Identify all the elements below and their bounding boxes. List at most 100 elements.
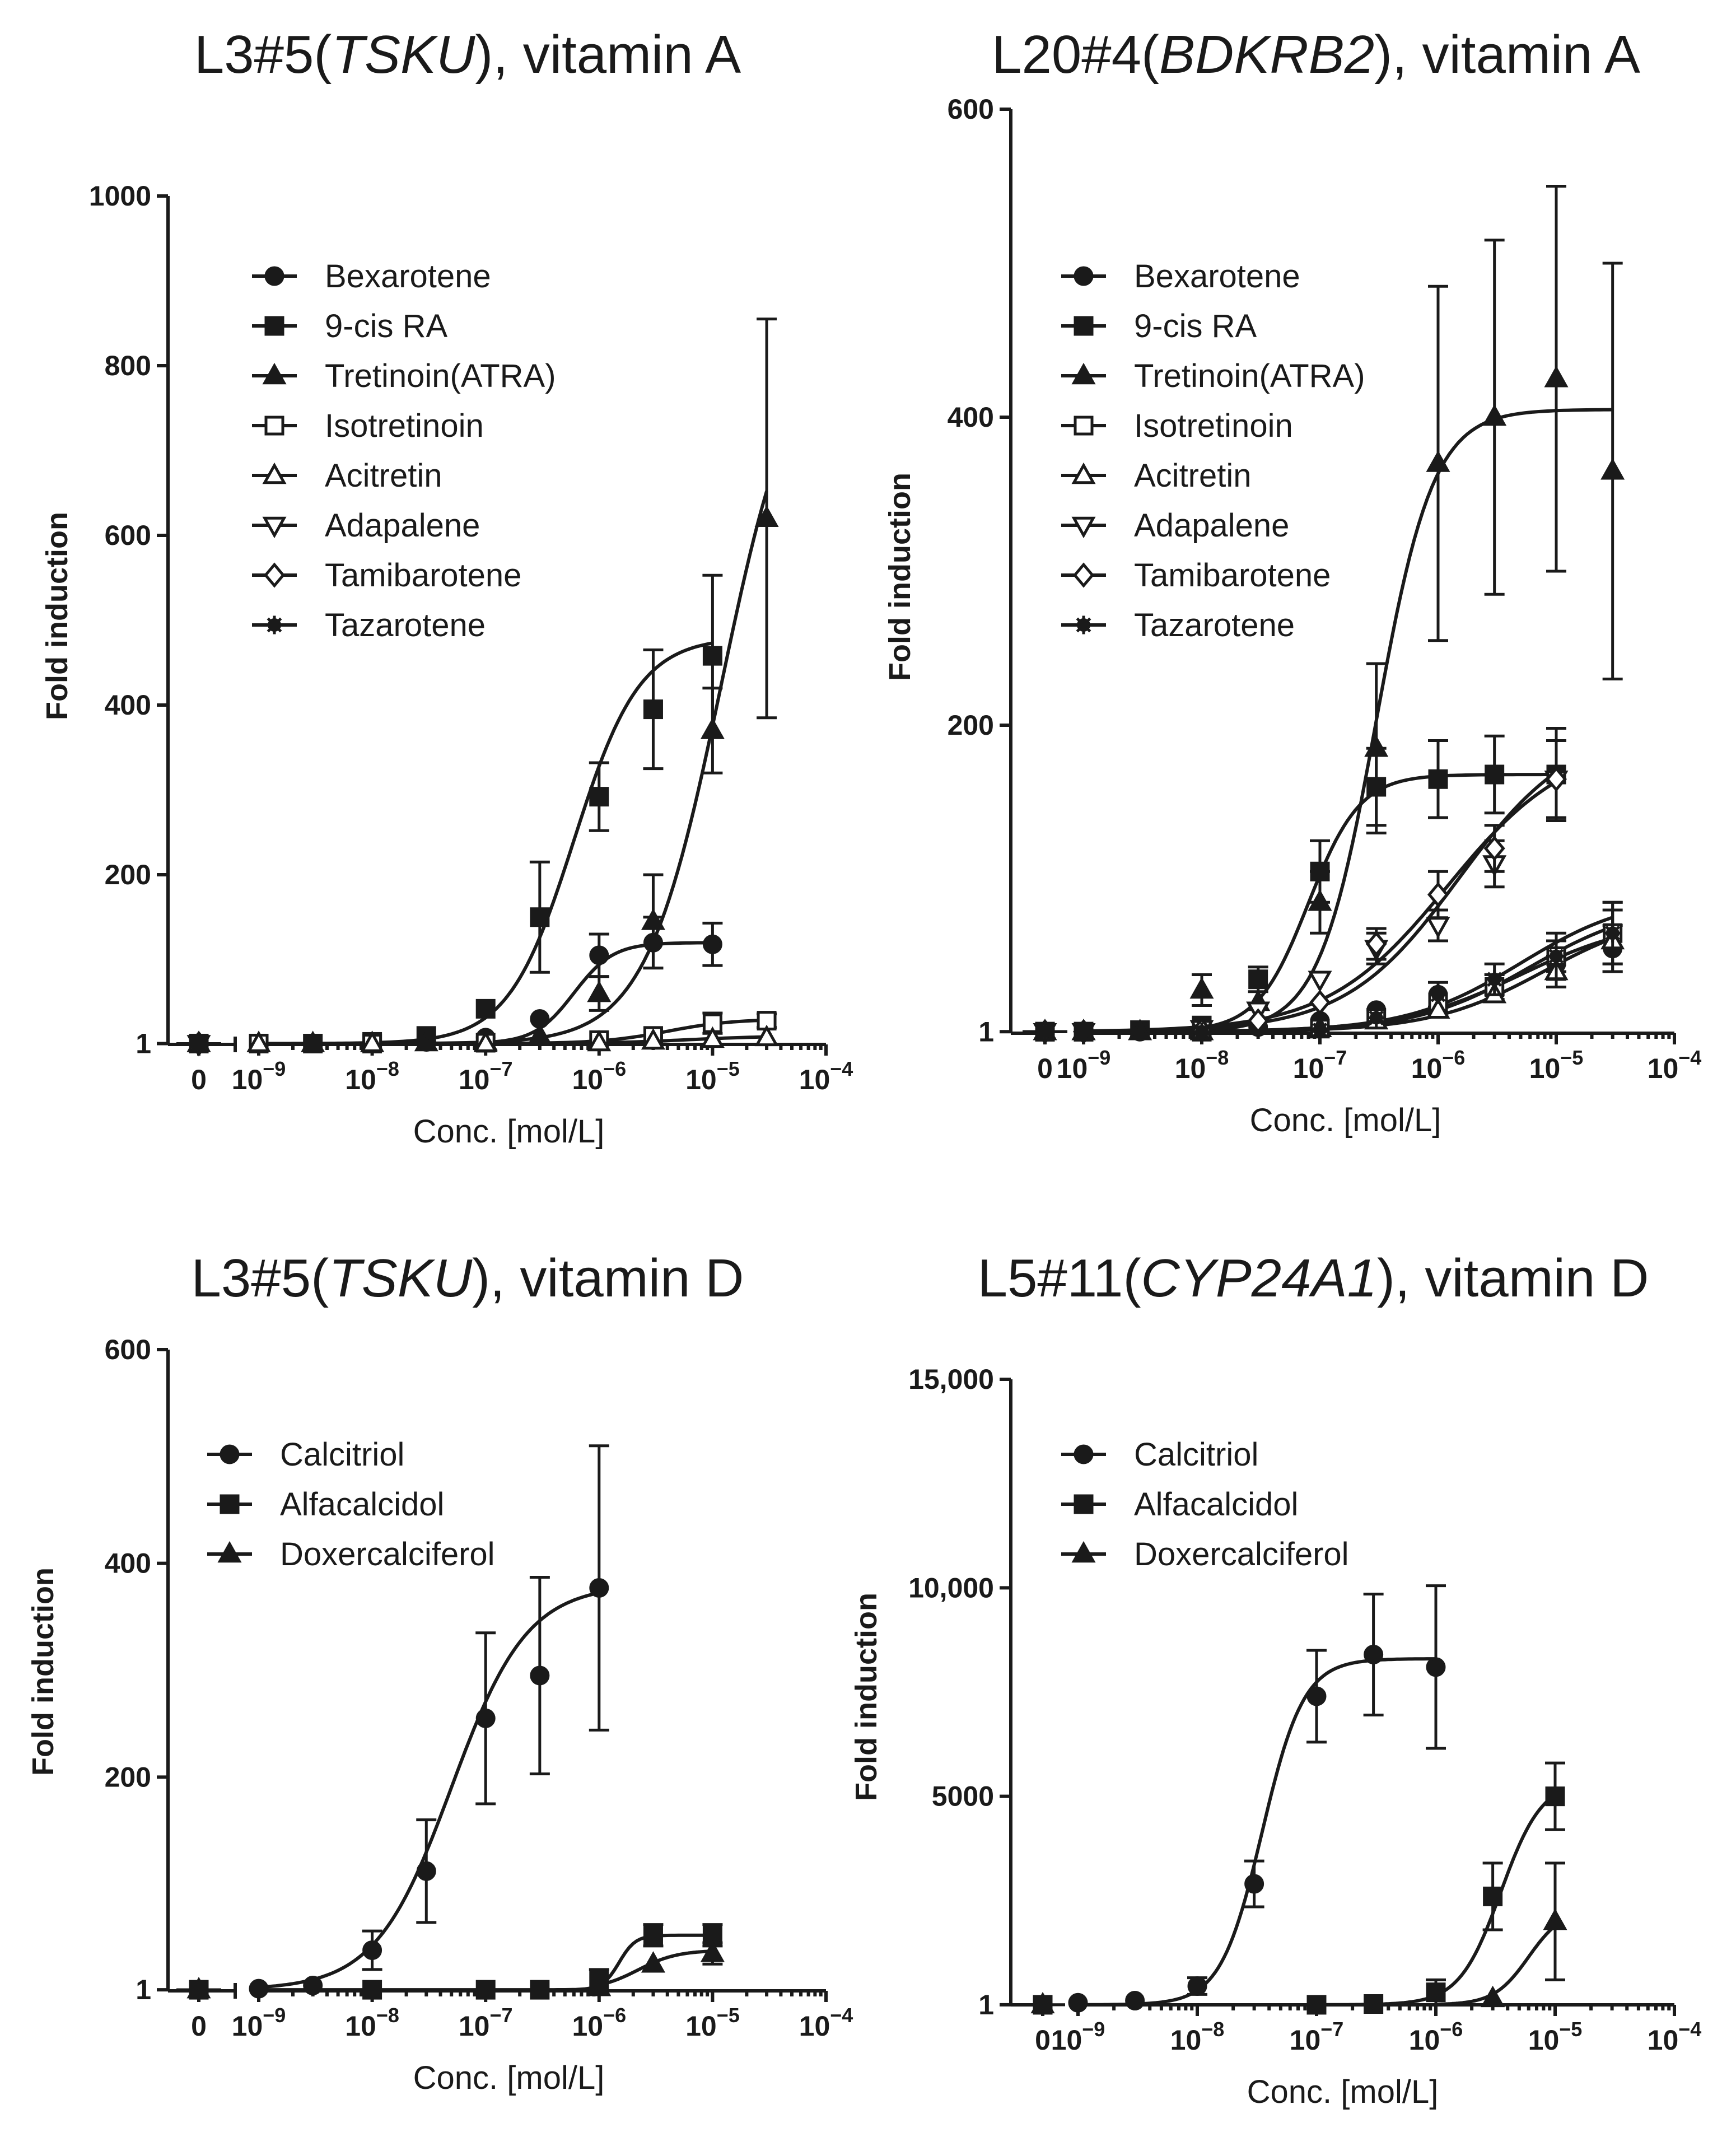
legend-marker	[1071, 516, 1096, 539]
legend-label: Adapalene	[325, 507, 480, 544]
legend-marker	[262, 462, 287, 484]
data-point	[1545, 1786, 1565, 1807]
star-ray	[191, 1036, 207, 1051]
tick-base: 10	[685, 2010, 717, 2042]
data-point	[528, 1023, 552, 1045]
data-point	[530, 907, 550, 927]
legend-label: 9-cis RA	[325, 308, 447, 344]
y-tick-label: 600	[105, 1334, 151, 1365]
data-point	[414, 1029, 438, 1052]
legend-entry-bexarotene: Bexarotene	[252, 258, 491, 295]
data-point	[1600, 458, 1625, 480]
y-axis-label: Fold induction	[850, 1593, 883, 1801]
data-point	[1128, 1019, 1152, 1040]
legend-entry-alfacalcidol: Alfacalcidol	[207, 1486, 444, 1523]
legend-marker	[1074, 615, 1093, 634]
tick-exponent: −8	[1201, 2018, 1224, 2041]
data-point	[1603, 923, 1622, 942]
title-part: L3#5(	[194, 25, 332, 85]
tick-base: 10	[572, 1064, 603, 1095]
data-point	[301, 1030, 325, 1052]
data-point	[587, 980, 612, 1002]
y-axis-label: Fold induction	[883, 473, 917, 681]
x-tick-label: 10−7	[1293, 1046, 1347, 1084]
tick-base: 10	[685, 1064, 717, 1095]
data-point	[641, 1951, 665, 1973]
tick-base: 10	[1411, 1053, 1443, 1084]
tick-exponent: −9	[1082, 2018, 1105, 2041]
data-point	[1483, 1886, 1503, 1906]
data-point	[643, 699, 663, 720]
star-ray	[1430, 987, 1446, 1002]
data-point	[1543, 1908, 1567, 1930]
data-point	[1248, 969, 1268, 990]
tick-exponent: −4	[830, 2004, 853, 2027]
legend: Calcitriol Alfacalcidol Doxercalciferol	[207, 1436, 495, 1573]
data-point	[1365, 931, 1387, 957]
x-tick-label: 10−9	[232, 2004, 286, 2042]
legend-entry-tretinoin-atra: Tretinoin(ATRA)	[1061, 358, 1365, 394]
legend-entry-tamibarotene: Tamibarotene	[1061, 557, 1331, 594]
tick-exponent: −6	[603, 2004, 626, 2027]
legend-marker	[1074, 1444, 1094, 1464]
y-tick-label: 800	[105, 350, 151, 381]
legend-label: Alfacalcidol	[280, 1486, 444, 1523]
legend-label: Tazarotene	[325, 607, 486, 643]
tick-base: 10	[572, 2010, 603, 2042]
data-point	[702, 934, 722, 954]
data-point	[475, 1708, 496, 1728]
legend-entry-tazarotene: Tazarotene	[1061, 607, 1295, 643]
chart-title: L20#4(BDKRB2), vitamin A	[992, 25, 1640, 85]
tick-base: 10	[1529, 1053, 1561, 1084]
tick-base: 10	[799, 2010, 830, 2042]
x-axis-label: Conc. [mol/L]	[1247, 2074, 1439, 2110]
legend-label: Tretinoin(ATRA)	[1134, 358, 1365, 394]
data-point	[1545, 766, 1567, 792]
data-point	[1364, 1994, 1384, 2014]
x-axis-label: Conc. [mol/L]	[413, 1113, 605, 1150]
tick-exponent: −8	[376, 1057, 399, 1080]
control-point	[189, 1034, 208, 1053]
star-ray	[1487, 972, 1502, 987]
tick-base: 10	[345, 1064, 376, 1095]
data-point	[416, 1861, 436, 1881]
tick-exponent: −5	[1559, 2018, 1582, 2041]
y-tick-label: 600	[948, 94, 994, 125]
chart-panel-tsku-vitamin-d: L3#5(TSKU), vitamin D 1 200 400 600 Fold indu…	[26, 1248, 853, 2096]
x-tick-label: 10−9	[1051, 2018, 1105, 2056]
tick-base: 10	[1175, 1053, 1206, 1084]
x-tick-label: 10−4	[1648, 1046, 1702, 1084]
x-tick-label: 10−7	[459, 1057, 513, 1095]
x-tick-label: 10−6	[1409, 2018, 1463, 2056]
data-point	[473, 1030, 498, 1052]
title-part: L20#4(	[992, 25, 1159, 85]
tick-exponent: −7	[1320, 2018, 1343, 2041]
chart-panel-bdkrb2-vitamin-a: L20#4(BDKRB2), vitamin A 1 200 400 600 Fold i…	[883, 25, 1701, 1139]
x-tick-label: 10−7	[459, 2004, 513, 2042]
legend: Calcitriol Alfacalcidol Doxercalciferol	[1061, 1436, 1349, 1573]
legend: Bexarotene 9-cis RA Tretinoin(ATRA) Isotret…	[252, 258, 556, 643]
fit-curve-alfacalcidol	[1317, 1793, 1556, 2007]
y-axis-label: Fold induction	[40, 512, 74, 720]
legend-entry-adapalene: Adapalene	[1061, 507, 1289, 544]
data-point	[1485, 970, 1504, 989]
data-point	[702, 646, 722, 666]
legend-label: Tretinoin(ATRA)	[325, 358, 556, 394]
y-tick-label: 600	[105, 520, 151, 551]
tick-exponent: −7	[1324, 1046, 1347, 1069]
x-tick-label: 10−4	[799, 2004, 853, 2042]
gene-name: TSKU	[332, 25, 475, 85]
data-point	[1485, 764, 1505, 785]
gene-name: TSKU	[329, 1248, 473, 1308]
x-tick-label: 10−8	[1175, 1046, 1229, 1084]
data-point	[1192, 1022, 1211, 1041]
tick-base: 10	[1057, 1053, 1088, 1084]
x-tick-label-zero: 0	[191, 1064, 207, 1095]
data-point	[1364, 1644, 1384, 1664]
star-ray	[1312, 1023, 1328, 1038]
legend-entry-tretinoin-atra: Tretinoin(ATRA)	[252, 358, 556, 394]
y-tick-label: 15,000	[908, 1364, 994, 1395]
legend-entry-9-cis-ra: 9-cis RA	[252, 308, 447, 344]
legend-label: Alfacalcidol	[1134, 1486, 1298, 1523]
